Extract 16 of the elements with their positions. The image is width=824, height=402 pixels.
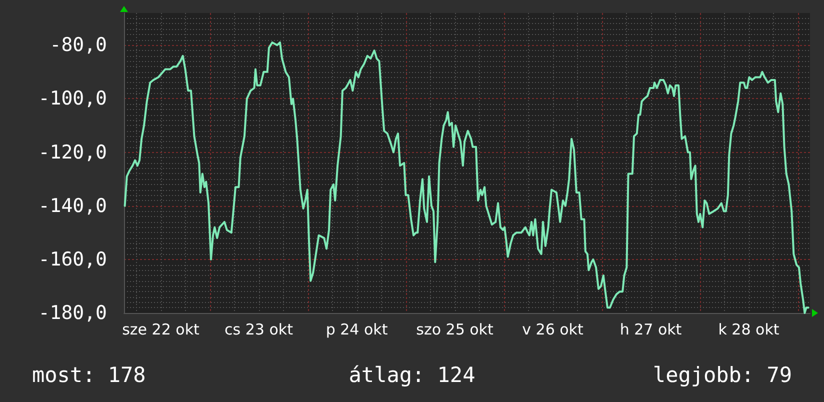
y-tick-label: -120,0 [38,141,107,164]
y-tick-label: -80,0 [50,34,107,56]
x-tick-label: p 24 okt [326,320,388,338]
x-tick-label: v 26 okt [522,320,584,338]
text: most: 178 [32,363,146,387]
x-tick-label: szo 25 okt [416,320,494,338]
x-tick-label: h 27 okt [620,320,682,338]
x-tick-label: k 28 okt [718,320,780,338]
text: átlag: 124 [348,363,476,387]
y-tick-label: -160,0 [38,248,107,270]
x-tick-label: cs 23 okt [224,320,294,338]
y-tick-label: -100,0 [38,88,107,110]
x-tick-label: sze 22 okt [122,320,200,338]
y-tick-label: -140,0 [38,194,107,217]
y-tick-label: -180,0 [38,302,107,324]
text: legjobb: 79 [652,363,792,387]
